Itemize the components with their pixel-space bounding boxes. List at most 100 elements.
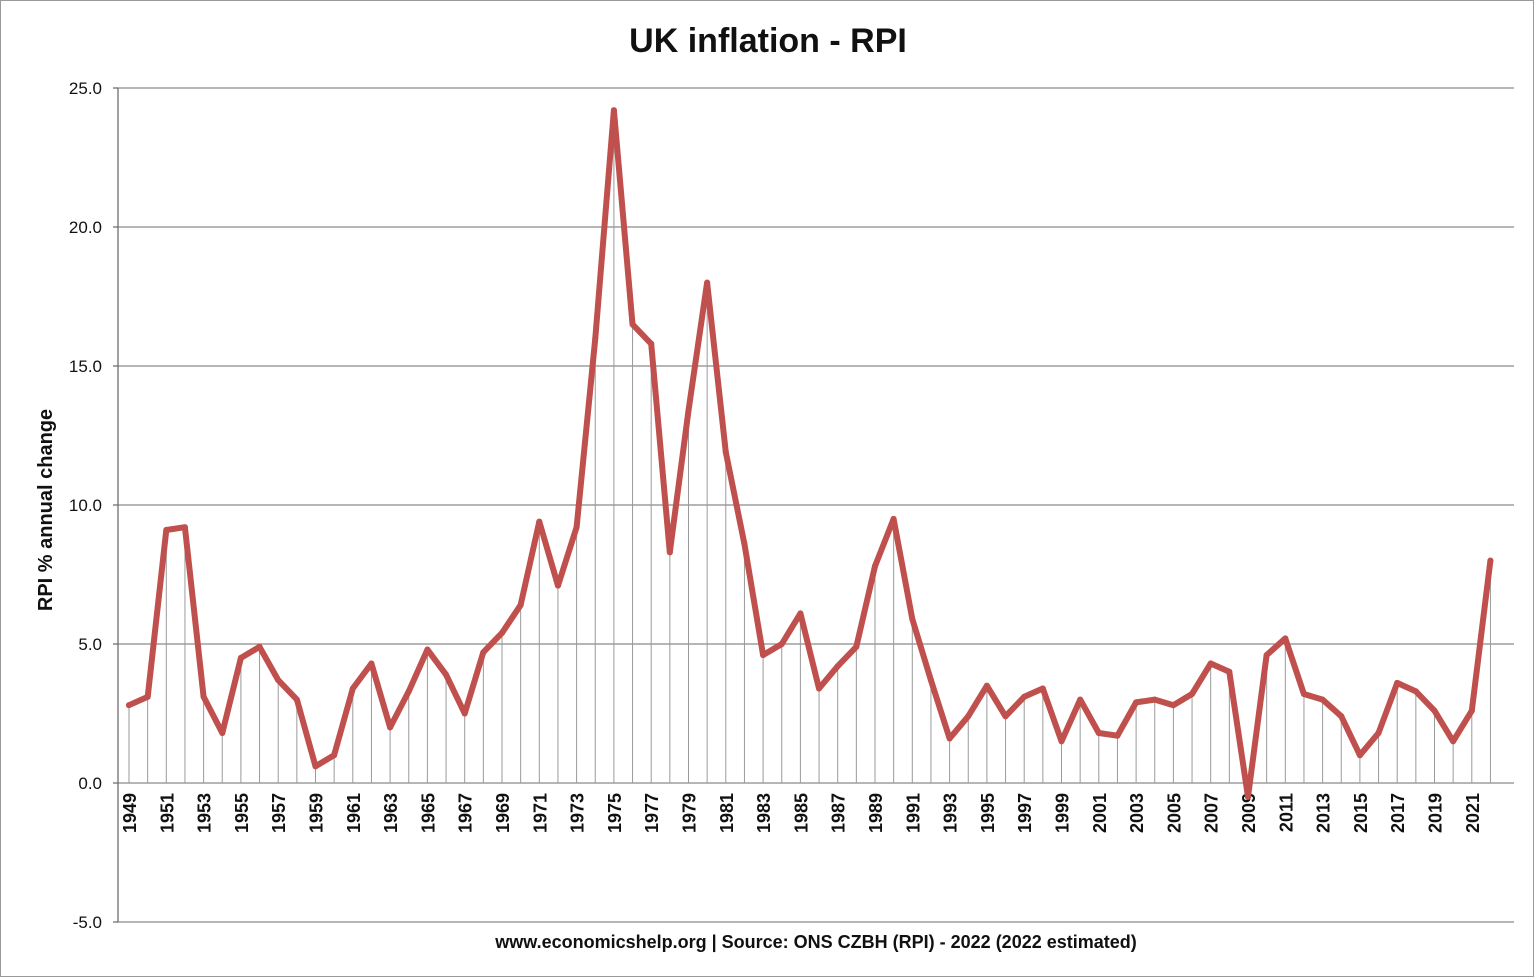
- data-point: [1338, 713, 1345, 720]
- data-point: [1021, 693, 1028, 700]
- data-point: [461, 710, 468, 717]
- x-tick-label: 1975: [605, 793, 625, 833]
- data-point: [312, 763, 319, 770]
- x-tick-label: 1989: [866, 793, 886, 833]
- data-point: [722, 449, 729, 456]
- data-point: [1319, 696, 1326, 703]
- data-point: [1058, 738, 1065, 745]
- data-point: [629, 321, 636, 328]
- x-tick-label: 1953: [195, 793, 215, 833]
- x-tick-label: 1967: [456, 793, 476, 833]
- x-tick-label: 2003: [1127, 793, 1147, 833]
- data-point: [1487, 557, 1494, 564]
- data-point: [760, 652, 767, 659]
- x-tick-label: 1991: [903, 793, 923, 833]
- x-tick-label: 1993: [941, 793, 961, 833]
- y-tick-label: 0.0: [78, 774, 102, 793]
- data-point: [1468, 707, 1475, 714]
- data-point: [853, 643, 860, 650]
- data-point: [1356, 752, 1363, 759]
- data-point: [834, 663, 841, 670]
- data-point: [275, 677, 282, 684]
- data-point: [1226, 668, 1233, 675]
- data-point: [1245, 793, 1251, 800]
- data-point: [909, 615, 916, 622]
- data-point: [778, 641, 785, 647]
- data-point: [517, 602, 524, 609]
- y-tick-label: 20.0: [69, 218, 102, 237]
- x-tick-label: 2007: [1202, 793, 1222, 833]
- data-point: [331, 752, 338, 759]
- x-tick-label: 1971: [530, 793, 550, 833]
- y-tick-label: 5.0: [78, 635, 102, 654]
- x-tick-label: 2011: [1276, 793, 1296, 832]
- data-point: [610, 107, 617, 114]
- x-tick-label: 1995: [978, 793, 998, 833]
- x-tick-label: 2001: [1090, 793, 1110, 833]
- x-tick-label: 2019: [1426, 793, 1446, 833]
- data-point: [1450, 738, 1457, 745]
- data-point: [163, 527, 170, 534]
- data-point: [1133, 699, 1140, 706]
- data-point: [1095, 729, 1102, 736]
- x-tick-label: 1969: [493, 793, 513, 833]
- chart-title: UK inflation - RPI: [629, 22, 907, 60]
- data-point: [983, 682, 990, 689]
- data-point: [293, 696, 300, 703]
- data-point: [1375, 729, 1382, 736]
- data-point: [573, 524, 580, 531]
- data-point: [965, 713, 972, 720]
- y-axis-label: RPI % annual change: [35, 409, 57, 611]
- data-point: [144, 693, 151, 700]
- data-point: [1151, 696, 1158, 703]
- data-point: [1300, 691, 1307, 698]
- x-tick-label: 1997: [1015, 793, 1035, 833]
- data-point: [1170, 702, 1177, 709]
- data-point: [349, 685, 356, 692]
- x-tick-label: 1957: [269, 793, 289, 833]
- x-tick-label: 2021: [1463, 793, 1483, 833]
- x-tick-label: 1983: [754, 793, 774, 833]
- x-tick-label: 2015: [1351, 793, 1371, 833]
- data-point: [480, 649, 487, 656]
- x-tick-label: 1981: [717, 793, 737, 833]
- data-point: [797, 610, 804, 617]
- data-point: [1207, 660, 1214, 667]
- x-tick-label: 1985: [791, 793, 811, 833]
- data-point: [685, 407, 692, 414]
- x-tick-label: 1987: [829, 793, 849, 833]
- y-tick-label: -5.0: [73, 913, 102, 932]
- data-point: [443, 671, 450, 678]
- data-point: [666, 549, 673, 556]
- x-tick-label: 2013: [1314, 793, 1334, 833]
- x-tick-label: 2005: [1164, 793, 1184, 833]
- data-point: [592, 335, 599, 342]
- series-layer: [126, 107, 1494, 800]
- data-point: [1039, 685, 1046, 692]
- data-point: [1077, 696, 1084, 703]
- data-point: [554, 582, 561, 589]
- data-point: [405, 688, 412, 695]
- data-point: [424, 646, 431, 653]
- data-point: [1394, 679, 1401, 686]
- x-tick-label: 1961: [344, 793, 364, 833]
- data-point: [1114, 732, 1121, 739]
- data-point: [816, 685, 823, 692]
- data-point: [1263, 652, 1270, 659]
- data-point: [1412, 688, 1419, 695]
- data-point: [927, 677, 934, 684]
- x-tick-label: 1977: [642, 793, 662, 833]
- x-tick-label: 1949: [120, 793, 140, 833]
- data-point: [890, 515, 897, 522]
- data-point: [237, 654, 244, 661]
- x-axis-ticks: 1949 1951 1953 1955 1957 1959 1961 1963 1965 1967…: [120, 793, 1483, 833]
- data-point: [946, 735, 953, 742]
- data-point: [219, 729, 226, 736]
- x-tick-label: 1955: [232, 793, 252, 833]
- x-tick-label: 1965: [418, 793, 438, 833]
- y-axis-ticks: 25.0 20.0 15.0 10.0 5.0 0.0 -5.0: [69, 79, 102, 932]
- x-tick-label: 1959: [307, 793, 327, 833]
- data-point: [181, 524, 188, 531]
- data-point: [704, 279, 711, 286]
